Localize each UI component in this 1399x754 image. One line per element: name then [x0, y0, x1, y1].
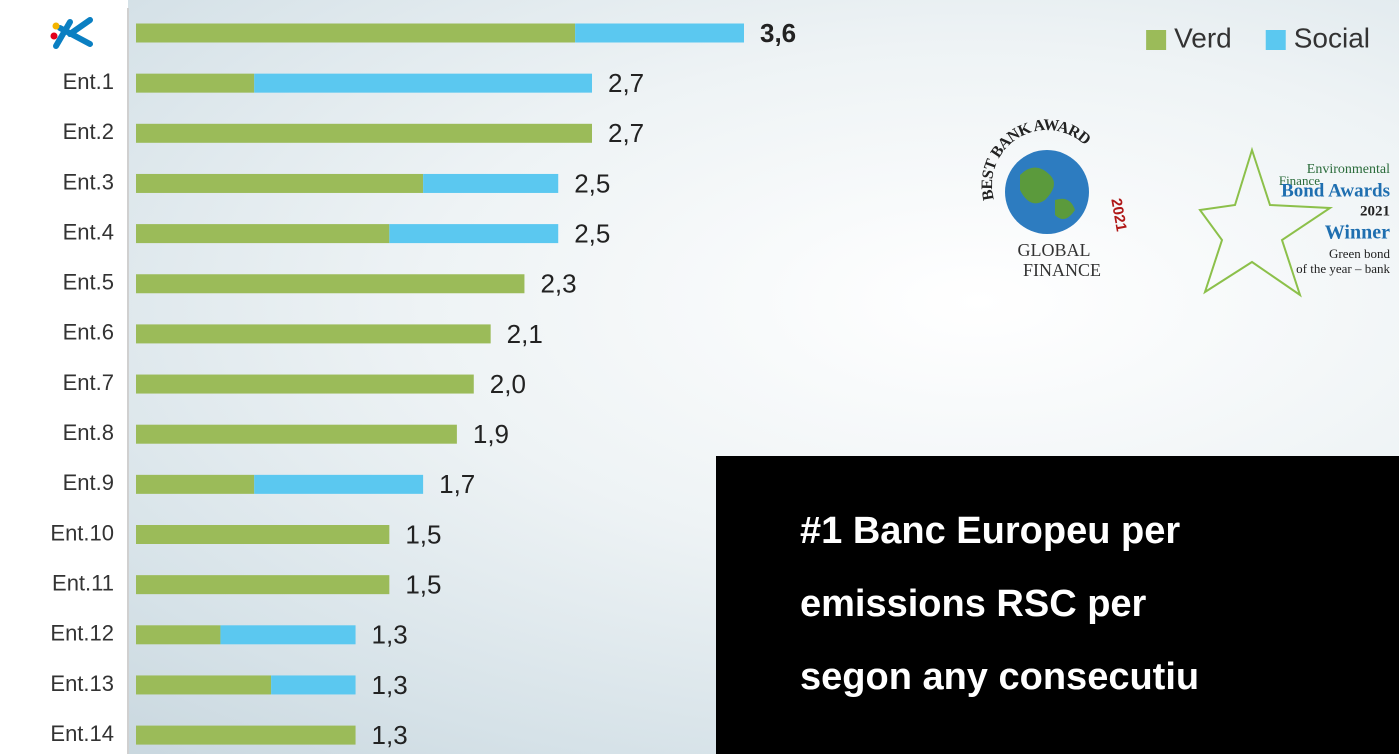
value-label: 1,9: [473, 419, 509, 449]
page: BEST BANK AWARD 2021 GLOBAL FINANCE Envi…: [0, 0, 1399, 754]
y-tick-label: Ent.7: [63, 370, 114, 395]
bar: [136, 575, 389, 594]
callout-text: emissions RSC per: [800, 583, 1147, 625]
award-brand: FINANCE: [1023, 260, 1101, 280]
y-tick-label: Ent.5: [63, 270, 114, 295]
bar: [136, 525, 389, 544]
value-label: 1,7: [439, 469, 475, 499]
chart: BEST BANK AWARD 2021 GLOBAL FINANCE Envi…: [0, 0, 1399, 754]
callout-text: segon any consecutiu: [800, 656, 1199, 698]
bar: [136, 475, 254, 494]
bar: [136, 174, 423, 193]
value-label: 1,5: [405, 519, 441, 549]
bar: [254, 475, 423, 494]
award-result: Winner: [1325, 222, 1390, 244]
value-label: 2,7: [608, 68, 644, 98]
value-label: 2,5: [574, 168, 610, 198]
bar: [136, 425, 457, 444]
legend-label: Social: [1294, 22, 1370, 53]
bar: [136, 274, 524, 293]
value-label: 3,6: [760, 18, 796, 48]
legend-swatch: [1266, 30, 1286, 50]
bar: [136, 224, 389, 243]
value-label: 2,7: [608, 118, 644, 148]
bar: [136, 324, 491, 343]
value-label: 1,5: [405, 570, 441, 600]
bar: [136, 625, 220, 644]
value-label: 1,3: [372, 720, 408, 750]
value-label: 2,1: [507, 319, 543, 349]
legend-swatch: [1146, 30, 1166, 50]
bar: [254, 74, 592, 93]
bar: [271, 675, 355, 694]
callout-text: #1 Banc Europeu per: [800, 510, 1180, 552]
y-tick-label: Ent.12: [50, 621, 114, 646]
bar: [220, 625, 355, 644]
y-tick-label: Ent.8: [63, 420, 114, 445]
value-label: 1,3: [372, 670, 408, 700]
bar: [575, 24, 744, 43]
y-tick-label: Ent.2: [63, 119, 114, 144]
y-tick-label: Ent.4: [63, 219, 114, 244]
award-category: of the year – bank: [1296, 261, 1390, 276]
y-tick-label: Ent.6: [63, 320, 114, 345]
bar: [136, 24, 575, 43]
bar: [136, 74, 254, 93]
environmental-finance-award: Environmental Finance Bond Awards 2021 W…: [1200, 150, 1390, 295]
y-tick-label: Ent.11: [52, 570, 114, 595]
award-name: Bond Awards: [1281, 180, 1390, 201]
y-tick-label: Ent.13: [50, 671, 114, 696]
award-year: 2021: [1360, 203, 1390, 219]
global-finance-award: BEST BANK AWARD 2021 GLOBAL FINANCE: [979, 116, 1130, 280]
bar: [423, 174, 558, 193]
y-tick-label: Ent.1: [63, 69, 114, 94]
y-tick-label: Ent.10: [50, 520, 114, 545]
legend-label: Verd: [1174, 22, 1232, 53]
bar: [136, 675, 271, 694]
bar: [389, 224, 558, 243]
value-label: 1,3: [372, 620, 408, 650]
value-label: 2,5: [574, 218, 610, 248]
bar: [136, 375, 474, 394]
y-tick-label: Ent.14: [50, 721, 114, 746]
bar: [136, 726, 356, 745]
y-tick-label: Ent.9: [63, 470, 114, 495]
award-year: 2021: [1107, 197, 1130, 233]
bar: [136, 124, 592, 143]
value-label: 2,3: [540, 269, 576, 299]
award-category: Green bond: [1329, 246, 1391, 261]
value-label: 2,0: [490, 369, 526, 399]
award-brand: GLOBAL: [1018, 240, 1091, 260]
y-tick-label: Ent.3: [63, 169, 114, 194]
